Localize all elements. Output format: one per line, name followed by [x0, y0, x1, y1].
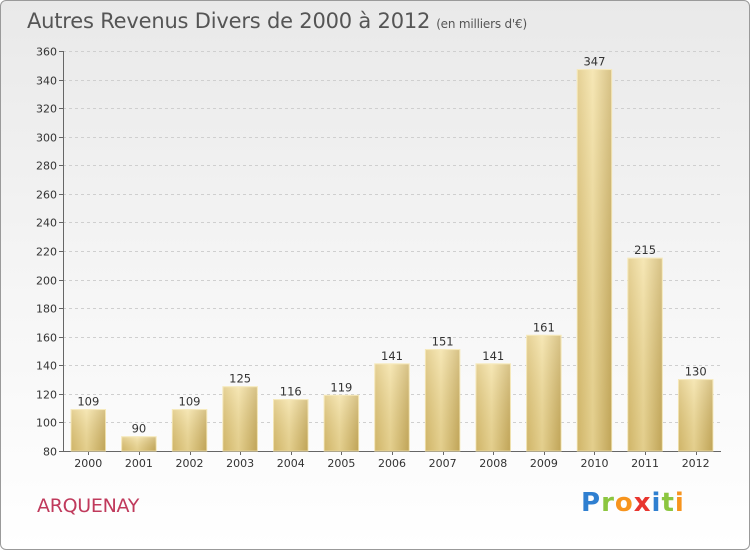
x-tick-label: 2005: [327, 457, 355, 470]
x-tick-label: 2006: [378, 457, 406, 470]
bar-shade: [324, 395, 359, 451]
bar-shade: [476, 363, 511, 451]
data-label: 141: [482, 349, 504, 363]
data-label: 90: [132, 422, 147, 436]
bar-shade: [71, 409, 106, 451]
labels: 80 100 120 140 160 180 200 220 240 260 280 300 320 34…: [36, 46, 710, 471]
logo-letter: t: [661, 488, 675, 518]
y-tick-label: 80: [43, 446, 57, 459]
bar-shade: [526, 335, 562, 451]
y-tick-label: 180: [36, 303, 57, 316]
bar-shade: [627, 258, 663, 451]
data-label: 141: [381, 349, 403, 363]
logo-letter: o: [614, 488, 634, 518]
x-tick-label: 2011: [631, 457, 659, 470]
logo-letter: P: [581, 488, 602, 518]
y-tick-label: 120: [36, 389, 57, 402]
x-tick-label: 2009: [530, 457, 558, 470]
bar-shade: [121, 436, 157, 451]
y-tick-label: 300: [36, 132, 57, 145]
bar-shade: [425, 349, 460, 451]
proxiti-logo: Proxiti: [581, 488, 685, 518]
title-text: Autres Revenus Divers de 2000 à 2012: [27, 9, 431, 33]
data-label: 109: [179, 395, 201, 409]
x-tick-label: 2010: [580, 457, 608, 470]
bar-shade: [678, 379, 713, 451]
x-tick-label: 2003: [226, 457, 254, 470]
bar-shade: [172, 409, 207, 451]
data-label: 130: [685, 365, 707, 379]
x-tick-label: 2008: [479, 457, 507, 470]
bar-shade: [273, 399, 308, 451]
place-name: ARQUENAY: [37, 495, 140, 517]
y-tick-label: 280: [36, 160, 57, 173]
logo-letter: i: [651, 488, 662, 518]
x-tick-label: 2007: [429, 457, 457, 470]
bar-shade: [577, 69, 612, 452]
data-label: 119: [330, 380, 352, 394]
y-tick-label: 260: [36, 189, 57, 202]
data-label: 116: [280, 385, 302, 399]
y-tick-label: 140: [36, 360, 57, 373]
bar-shade: [222, 386, 258, 451]
y-tick-label: 100: [36, 417, 57, 430]
data-label: 161: [533, 320, 555, 334]
y-tick-label: 220: [36, 246, 57, 259]
logo-letter: r: [601, 488, 615, 518]
bars: [70, 69, 714, 452]
y-tick-label: 320: [36, 103, 57, 116]
y-tick-label: 360: [36, 46, 57, 59]
y-tick-label: 240: [36, 217, 57, 230]
y-tick-label: 340: [36, 75, 57, 88]
data-label: 215: [634, 243, 656, 257]
x-tick-label: 2000: [74, 457, 102, 470]
bar-shade: [374, 363, 410, 451]
chart-subtitle: (en milliers d'€): [436, 17, 527, 31]
x-tick-label: 2012: [682, 457, 710, 470]
data-label: 347: [583, 55, 605, 69]
data-label: 109: [77, 395, 99, 409]
x-tick-label: 2001: [125, 457, 153, 470]
y-tick-label: 160: [36, 332, 57, 345]
x-tick-label: 2004: [277, 457, 305, 470]
chart-title: Autres Revenus Divers de 2000 à 2012 (en …: [27, 9, 527, 33]
logo-letter: i: [674, 488, 685, 518]
data-label: 151: [432, 335, 454, 349]
logo-letter: x: [633, 488, 652, 518]
x-tick-label: 2002: [176, 457, 204, 470]
y-tick-label: 200: [36, 275, 57, 288]
data-label: 125: [229, 372, 251, 386]
